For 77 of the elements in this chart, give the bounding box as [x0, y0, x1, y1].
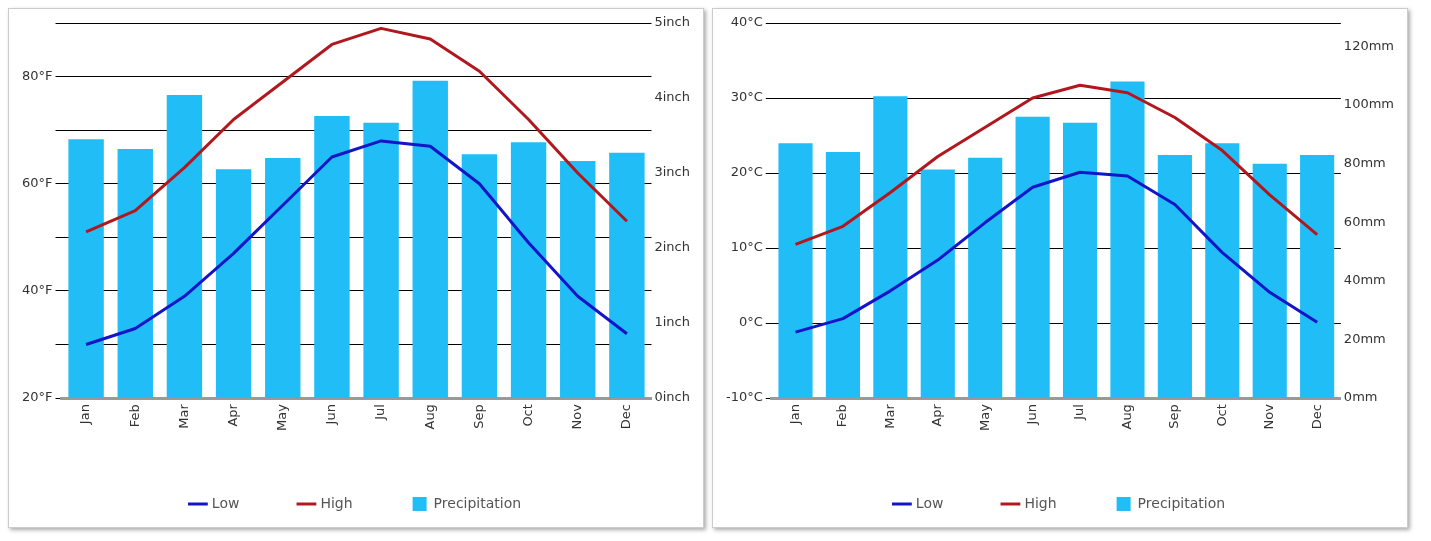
x-tick-label: Jan: [77, 404, 93, 426]
y-tick-label: 30°C: [730, 89, 763, 105]
bar: [1252, 163, 1287, 399]
bar: [1157, 154, 1192, 399]
bar: [560, 161, 596, 399]
y-tick-label: 20°F: [21, 389, 53, 405]
y2-tick-label: 3inch: [654, 164, 691, 180]
bar: [1110, 81, 1145, 399]
x-tick-label: Oct: [519, 404, 535, 427]
legend-label: Precipitation: [433, 494, 522, 511]
y2-tick-label: 2inch: [654, 239, 691, 255]
bar: [265, 158, 301, 399]
x-tick-label: Sep: [470, 404, 486, 429]
x-tick-label: Apr: [929, 403, 945, 427]
x-tick-label: Dec: [618, 404, 634, 430]
y2-tick-label: 0mm: [1343, 389, 1378, 405]
bar: [117, 149, 153, 399]
x-tick-label: Mar: [881, 403, 897, 429]
y2-tick-label: 20mm: [1343, 330, 1386, 346]
x-tick-label: Apr: [224, 403, 240, 427]
x-tick-label: Feb: [126, 404, 142, 428]
y-tick-label: 80°F: [21, 67, 53, 83]
y2-tick-label: 4inch: [654, 89, 691, 105]
bar: [215, 169, 252, 399]
y2-tick-label: 1inch: [654, 314, 691, 330]
bar: [314, 116, 350, 399]
bar: [412, 80, 448, 399]
bar: [68, 139, 104, 399]
legend-label: Low: [915, 494, 944, 511]
x-tick-label: Nov: [569, 403, 585, 430]
x-tick-label: May: [976, 403, 992, 432]
x-tick-label: Jan: [786, 404, 802, 426]
x-tick-label: Aug: [1118, 404, 1134, 430]
x-tick-label: Nov: [1261, 403, 1277, 430]
y2-tick-label: 0inch: [654, 389, 691, 405]
y-tick-label: 0°C: [738, 314, 763, 330]
bar: [609, 152, 645, 399]
bar: [510, 142, 547, 399]
x-tick-label: Aug: [421, 404, 437, 430]
x-tick-label: Dec: [1308, 404, 1324, 430]
y2-tick-label: 120mm: [1343, 37, 1394, 53]
bar: [461, 154, 498, 399]
x-tick-label: Jun: [323, 404, 339, 426]
y-tick-label: 60°F: [21, 175, 53, 191]
legend-label: High: [1024, 494, 1057, 511]
y2-tick-label: 60mm: [1343, 213, 1386, 229]
legend-label: Precipitation: [1137, 494, 1226, 511]
y2-tick-label: 80mm: [1343, 155, 1386, 171]
bar: [166, 95, 203, 399]
y-tick-label: 40°C: [730, 14, 763, 30]
legend-label: High: [320, 494, 353, 511]
bar: [968, 157, 1003, 399]
bar: [778, 143, 813, 399]
x-tick-label: Feb: [834, 404, 850, 428]
y-tick-label: -10°C: [726, 389, 763, 405]
x-tick-label: Sep: [1166, 404, 1182, 429]
bar: [1205, 143, 1240, 399]
y2-tick-label: 5inch: [654, 14, 691, 30]
bar: [363, 122, 399, 399]
y-tick-label: 40°F: [21, 282, 53, 298]
bar: [920, 169, 955, 399]
bar: [873, 96, 908, 399]
y2-tick-label: 100mm: [1343, 96, 1394, 112]
bar: [1062, 122, 1098, 399]
x-tick-label: Jul: [1071, 404, 1087, 421]
x-tick-label: Jul: [372, 404, 388, 421]
x-tick-label: May: [274, 403, 290, 432]
x-tick-label: Oct: [1213, 404, 1229, 427]
y2-tick-label: 40mm: [1343, 272, 1386, 288]
y-tick-label: 20°C: [730, 164, 763, 180]
legend-label: Low: [211, 494, 240, 511]
bar: [1015, 116, 1050, 399]
x-tick-label: Jun: [1024, 404, 1039, 426]
bar: [825, 151, 861, 399]
x-tick-label: Mar: [175, 403, 191, 429]
bar: [1300, 154, 1335, 399]
y-tick-label: 10°C: [730, 239, 763, 255]
